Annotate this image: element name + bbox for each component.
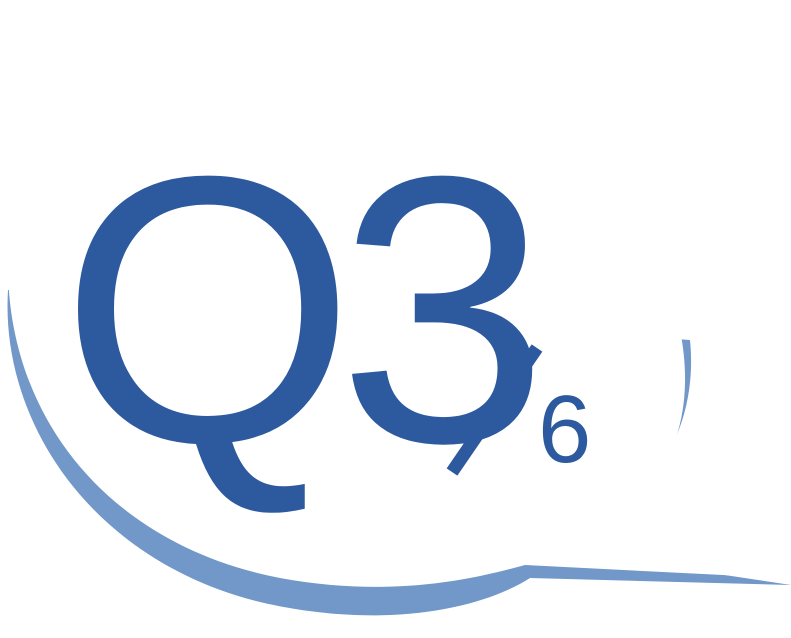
slash-line [446, 344, 543, 476]
question-total: 6 [538, 376, 592, 483]
question-number: Q3 [60, 97, 549, 522]
speech-bubble-body [8, 53, 782, 587]
